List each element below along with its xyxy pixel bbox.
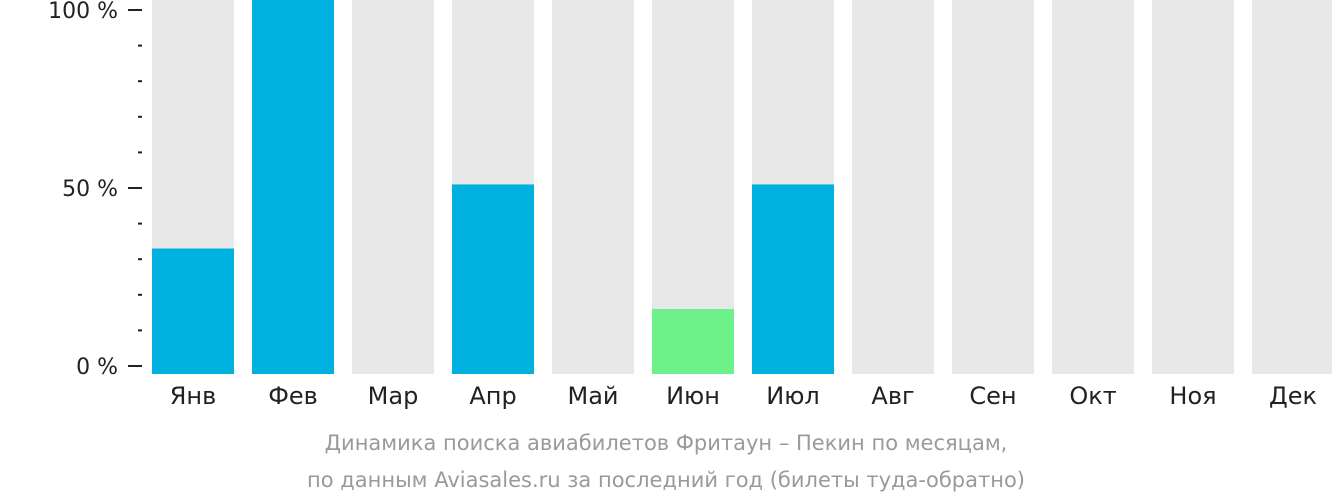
x-tick-label: Авг <box>871 382 914 410</box>
x-tick-label: Янв <box>170 382 217 410</box>
bar-track <box>852 0 934 374</box>
x-tick-label: Окт <box>1069 382 1116 410</box>
bar <box>252 0 334 374</box>
y-tick-label: 0 % <box>76 355 118 380</box>
x-tick-label: Июн <box>666 382 720 410</box>
x-tick-label: Мар <box>368 382 419 410</box>
chart-caption-line-1: Динамика поиска авиабилетов Фритаун – Пе… <box>324 431 1008 455</box>
x-tick-label: Ноя <box>1169 382 1216 410</box>
x-axis: Янв Фев Мар Апр Май Июн Июл Авг Сен Окт Ноя Дек <box>170 382 1317 410</box>
bar <box>452 184 534 374</box>
bar-track <box>1152 0 1234 374</box>
x-tick-label: Сен <box>969 382 1016 410</box>
y-tick-label: 100 % <box>48 0 118 24</box>
x-tick-label: Апр <box>469 382 516 410</box>
bar-track <box>1052 0 1134 374</box>
bar <box>652 309 734 374</box>
x-tick-label: Фев <box>268 382 318 410</box>
bar <box>752 184 834 374</box>
y-axis: 0 % 50 % 100 % <box>48 0 142 380</box>
bar-track <box>952 0 1034 374</box>
bar-track <box>352 0 434 374</box>
x-tick-label: Июл <box>766 382 820 410</box>
x-tick-label: Дек <box>1269 382 1317 410</box>
x-tick-label: Май <box>567 382 618 410</box>
bar <box>152 248 234 374</box>
bar-track <box>552 0 634 374</box>
bars <box>152 0 834 374</box>
chart-caption-line-2: по данным Aviasales.ru за последний год … <box>307 468 1025 492</box>
y-tick-label: 50 % <box>62 177 118 202</box>
bar-track <box>1252 0 1332 374</box>
